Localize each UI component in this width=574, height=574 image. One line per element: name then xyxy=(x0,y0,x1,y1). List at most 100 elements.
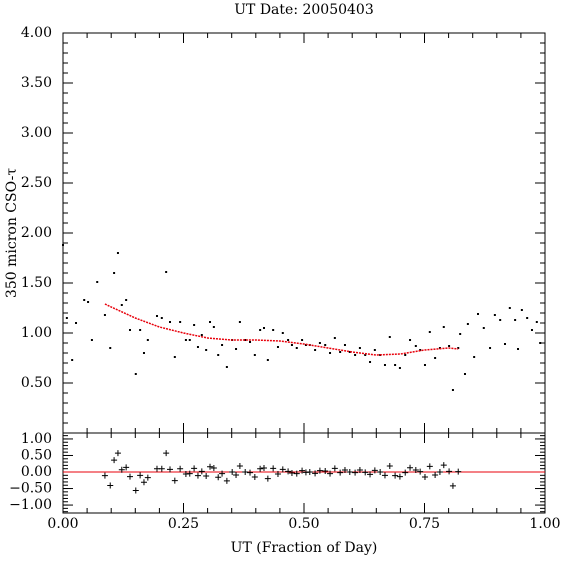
residual-point xyxy=(356,467,363,474)
data-point xyxy=(235,348,238,350)
data-point xyxy=(493,314,496,316)
residual-point xyxy=(210,465,217,472)
data-point xyxy=(62,244,64,246)
residual-point xyxy=(316,467,323,474)
data-point xyxy=(482,327,485,329)
data-point xyxy=(116,252,119,254)
residual-point xyxy=(101,472,108,479)
data-point xyxy=(146,339,149,341)
residual-point xyxy=(440,462,447,469)
residual-point xyxy=(177,465,184,472)
residual-point xyxy=(223,477,230,484)
data-point xyxy=(90,339,93,341)
y-axis-label: 350 micron CSO-τ xyxy=(4,168,20,298)
data-point xyxy=(414,345,417,347)
data-point xyxy=(139,329,142,331)
y-tick-label: 0.00 xyxy=(21,464,52,480)
y-tick-label: 4.00 xyxy=(21,25,52,41)
data-point xyxy=(179,321,182,323)
data-point xyxy=(539,342,542,344)
residual-point xyxy=(198,468,205,475)
residual-point xyxy=(203,472,210,479)
residual-point xyxy=(123,464,130,471)
residual-point xyxy=(396,473,403,480)
residual-point xyxy=(402,469,409,476)
residual-point xyxy=(346,469,353,476)
x-tick-label: 0.25 xyxy=(168,516,199,532)
residual-point xyxy=(242,469,249,476)
data-point xyxy=(71,359,74,361)
data-point xyxy=(65,317,68,319)
data-point xyxy=(295,347,298,349)
residual-point xyxy=(279,466,286,473)
y-tick-label: −0.50 xyxy=(9,481,52,497)
data-point xyxy=(457,347,460,349)
data-point xyxy=(530,329,533,331)
data-point xyxy=(169,321,172,323)
data-point xyxy=(120,304,123,306)
data-point xyxy=(209,321,212,323)
data-point xyxy=(249,341,252,343)
residual-point xyxy=(412,467,419,474)
residual-point xyxy=(306,469,313,476)
residual-point xyxy=(421,473,428,480)
residual-point xyxy=(186,470,193,477)
residual-point xyxy=(251,473,258,480)
residual-point xyxy=(426,463,433,470)
data-point xyxy=(134,373,137,375)
residual-point xyxy=(137,472,144,479)
data-point xyxy=(354,354,357,356)
residual-point xyxy=(337,469,344,476)
y-tick-label: −1.00 xyxy=(9,497,52,513)
data-point xyxy=(244,339,247,341)
data-point xyxy=(142,352,145,354)
data-point xyxy=(535,321,538,323)
data-point xyxy=(404,354,407,356)
data-point xyxy=(517,348,520,350)
data-point xyxy=(463,373,466,375)
residual-point xyxy=(163,450,170,457)
y-tick-label: 2.50 xyxy=(21,175,52,191)
x-tick-label: 0.75 xyxy=(409,516,440,532)
x-tick-label: 0.50 xyxy=(288,516,319,532)
data-point xyxy=(165,271,168,273)
residual-point xyxy=(386,463,393,470)
data-point xyxy=(489,347,492,349)
data-point xyxy=(75,322,78,324)
data-point xyxy=(434,357,437,359)
residual-point xyxy=(257,465,264,472)
data-point xyxy=(205,349,208,351)
residual-point xyxy=(377,469,384,476)
data-point xyxy=(253,354,256,356)
residual-point xyxy=(219,470,226,477)
residual-point xyxy=(293,470,300,477)
residual-point xyxy=(362,469,369,476)
residual-point xyxy=(107,482,114,489)
data-point xyxy=(473,356,476,358)
residual-point xyxy=(299,467,306,474)
data-point xyxy=(526,317,529,319)
data-point xyxy=(459,333,462,335)
data-point xyxy=(83,299,86,301)
data-point xyxy=(358,347,361,349)
data-point xyxy=(503,343,506,345)
residual-point xyxy=(126,473,133,480)
data-point xyxy=(272,329,275,331)
data-point xyxy=(262,327,265,329)
data-point xyxy=(287,339,290,341)
chart-title: UT Date: 20050403 xyxy=(234,2,374,18)
data-point xyxy=(109,347,112,349)
data-point xyxy=(225,366,228,368)
data-point xyxy=(442,326,445,328)
x-axis-label: UT (Fraction of Day) xyxy=(231,540,378,556)
data-point xyxy=(314,349,317,351)
x-tick-label: 1.00 xyxy=(529,516,560,532)
residual-point xyxy=(114,450,121,457)
data-point xyxy=(324,344,327,346)
data-point xyxy=(373,349,376,351)
data-point xyxy=(173,356,176,358)
data-point xyxy=(221,344,224,346)
residual-point xyxy=(341,467,348,474)
residual-point xyxy=(274,470,281,477)
